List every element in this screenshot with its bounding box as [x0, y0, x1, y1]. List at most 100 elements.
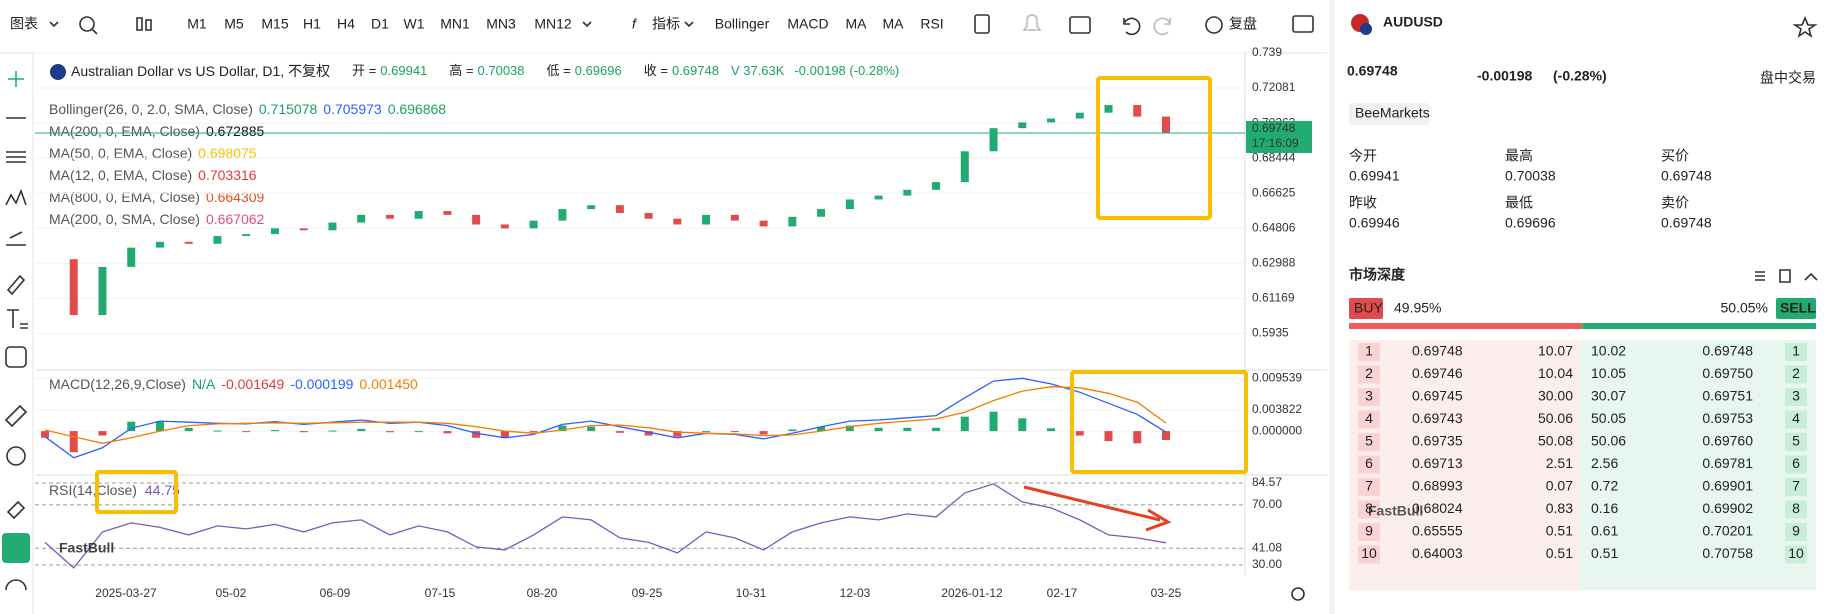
depth-icons[interactable] [1755, 269, 1818, 283]
alert-icon[interactable] [1022, 14, 1042, 31]
text-tool[interactable] [7, 309, 28, 329]
sell-share: 50.05% [1721, 300, 1768, 316]
lock-tool[interactable] [2, 533, 30, 563]
timeframe[interactable]: MN3 [486, 16, 516, 32]
rank-box [1785, 478, 1807, 496]
timeframe[interactable]: MN12 [534, 16, 572, 32]
hline-tool[interactable] [6, 151, 26, 163]
indicator-button[interactable]: Bollinger [715, 16, 770, 32]
magnet-tool[interactable] [6, 500, 26, 520]
pattern-tool[interactable] [5, 188, 27, 206]
rank-box [1358, 523, 1380, 541]
drawing-tools[interactable] [2, 71, 30, 591]
calendar-icon[interactable] [1069, 16, 1091, 34]
chevron[interactable] [582, 21, 592, 28]
chart-legend: Australian Dollar vs US Dollar, D1, 不复权 开… [71, 63, 899, 79]
macd-bar [932, 427, 941, 432]
candle [932, 182, 941, 190]
x-tick-label: 12-03 [840, 586, 871, 600]
macd-legend: MACD(12,26,9,Close) N/A -0.001649 -0.000199… [49, 376, 418, 392]
emoji-tool[interactable] [5, 346, 27, 368]
ask-rank: 7 [1792, 478, 1800, 494]
settings-icon[interactable] [1291, 587, 1305, 601]
candle [903, 189, 912, 196]
ask-volume: 0.72 [1591, 478, 1618, 494]
favorite-icon[interactable] [1792, 15, 1818, 38]
redo-icon[interactable] [1153, 17, 1171, 36]
candle [644, 212, 653, 219]
legend-item: -0.00198 (-0.28%) [794, 63, 899, 78]
brush-tool[interactable] [6, 274, 26, 296]
legend-item: 0.698075 [198, 145, 257, 161]
candle [673, 218, 682, 225]
ruler-tool[interactable] [4, 404, 28, 428]
fib-tool[interactable] [6, 231, 26, 246]
timeframe[interactable]: H4 [337, 16, 355, 32]
bid-volume: 0.51 [1546, 523, 1573, 539]
chart-menu[interactable]: 图表 [10, 16, 38, 32]
replay-button[interactable]: 复盘 [1229, 16, 1257, 32]
toolbar-icons[interactable] [49, 14, 1314, 36]
macd-bar [845, 425, 854, 432]
indicators-menu[interactable]: 指标 [652, 16, 680, 32]
chevron[interactable] [49, 21, 59, 28]
rank-box [1358, 410, 1380, 429]
bid-price: 0.69743 [1412, 410, 1463, 426]
bid-volume: 50.08 [1538, 433, 1573, 449]
timeframe[interactable]: H1 [303, 16, 321, 32]
bid-volume: 30.00 [1538, 388, 1573, 404]
macd-bar [1018, 418, 1027, 432]
timeframe[interactable]: D1 [371, 16, 389, 32]
trend-arrow [1023, 485, 1172, 532]
rank-box [1358, 433, 1380, 451]
rank-box [1358, 500, 1380, 519]
legend-item: 0.667062 [206, 211, 265, 227]
timeframe[interactable]: W1 [404, 16, 425, 32]
candle [1162, 116, 1170, 134]
y-tick-label: 41.08 [1252, 540, 1282, 554]
indicator-button[interactable]: MA [883, 16, 905, 32]
legend-item: 0.69748 [672, 63, 719, 78]
chevron[interactable] [684, 21, 694, 28]
legend-item: 0.715078 [259, 101, 318, 117]
timeframe[interactable]: M5 [224, 16, 244, 32]
candle [1104, 105, 1113, 113]
bid-rank: 9 [1365, 523, 1373, 539]
legend-item: -0.000199 [290, 376, 353, 392]
legend-item: 0.705973 [323, 101, 382, 117]
macd-bar [702, 431, 711, 433]
candle-icon[interactable] [136, 17, 143, 31]
layout-icon[interactable] [974, 14, 990, 34]
ask-price: 0.69781 [1702, 455, 1753, 471]
ask-bg [1579, 340, 1816, 590]
candle [98, 266, 107, 316]
search-icon[interactable] [79, 16, 95, 32]
legend-item: Australian Dollar vs US Dollar, D1, 不复权 [71, 63, 330, 79]
fullscreen-icon[interactable] [1292, 15, 1314, 33]
ask-volume: 2.56 [1591, 455, 1618, 471]
indicator-button[interactable]: MA [846, 16, 868, 32]
y-tick-label: 0.72081 [1252, 80, 1296, 94]
rank-box [1785, 455, 1807, 474]
trash-tool[interactable] [5, 579, 27, 591]
symbol: AUDUSD [1383, 14, 1443, 30]
indicator-button[interactable]: RSI [920, 16, 943, 32]
timeframe[interactable]: M1 [187, 16, 207, 32]
sell-label: SELL [1780, 300, 1816, 316]
cross-tool[interactable] [8, 71, 24, 87]
macd-bar [644, 431, 653, 436]
candle [759, 220, 768, 227]
fx-icon[interactable]: f [632, 16, 638, 32]
x-tick-label: 02-17 [1047, 586, 1078, 600]
zoom-tool[interactable] [6, 446, 26, 466]
indicator-button[interactable]: MACD [787, 16, 828, 32]
replay-icon[interactable] [1205, 16, 1223, 34]
price-tag [1246, 121, 1312, 154]
undo-icon[interactable] [1123, 17, 1141, 36]
macd-bar [1075, 431, 1084, 436]
legend-item: 0.001450 [359, 376, 418, 392]
timeframe[interactable]: MN1 [440, 16, 470, 32]
timeframe[interactable]: M15 [261, 16, 288, 32]
ask-volume: 10.02 [1591, 343, 1626, 359]
legend-item: 0.696868 [388, 101, 447, 117]
